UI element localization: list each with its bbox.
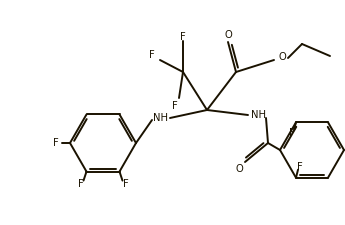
Text: F: F: [122, 179, 128, 189]
Text: F: F: [78, 179, 83, 189]
Text: F: F: [289, 128, 295, 138]
Text: O: O: [224, 30, 232, 40]
Text: NH: NH: [250, 110, 266, 120]
Text: F: F: [172, 101, 178, 111]
Text: F: F: [297, 162, 303, 172]
Text: O: O: [278, 52, 286, 62]
Text: F: F: [180, 32, 186, 42]
Text: O: O: [235, 164, 243, 174]
Text: NH: NH: [152, 113, 168, 123]
Text: F: F: [149, 50, 155, 60]
Text: F: F: [53, 138, 59, 148]
